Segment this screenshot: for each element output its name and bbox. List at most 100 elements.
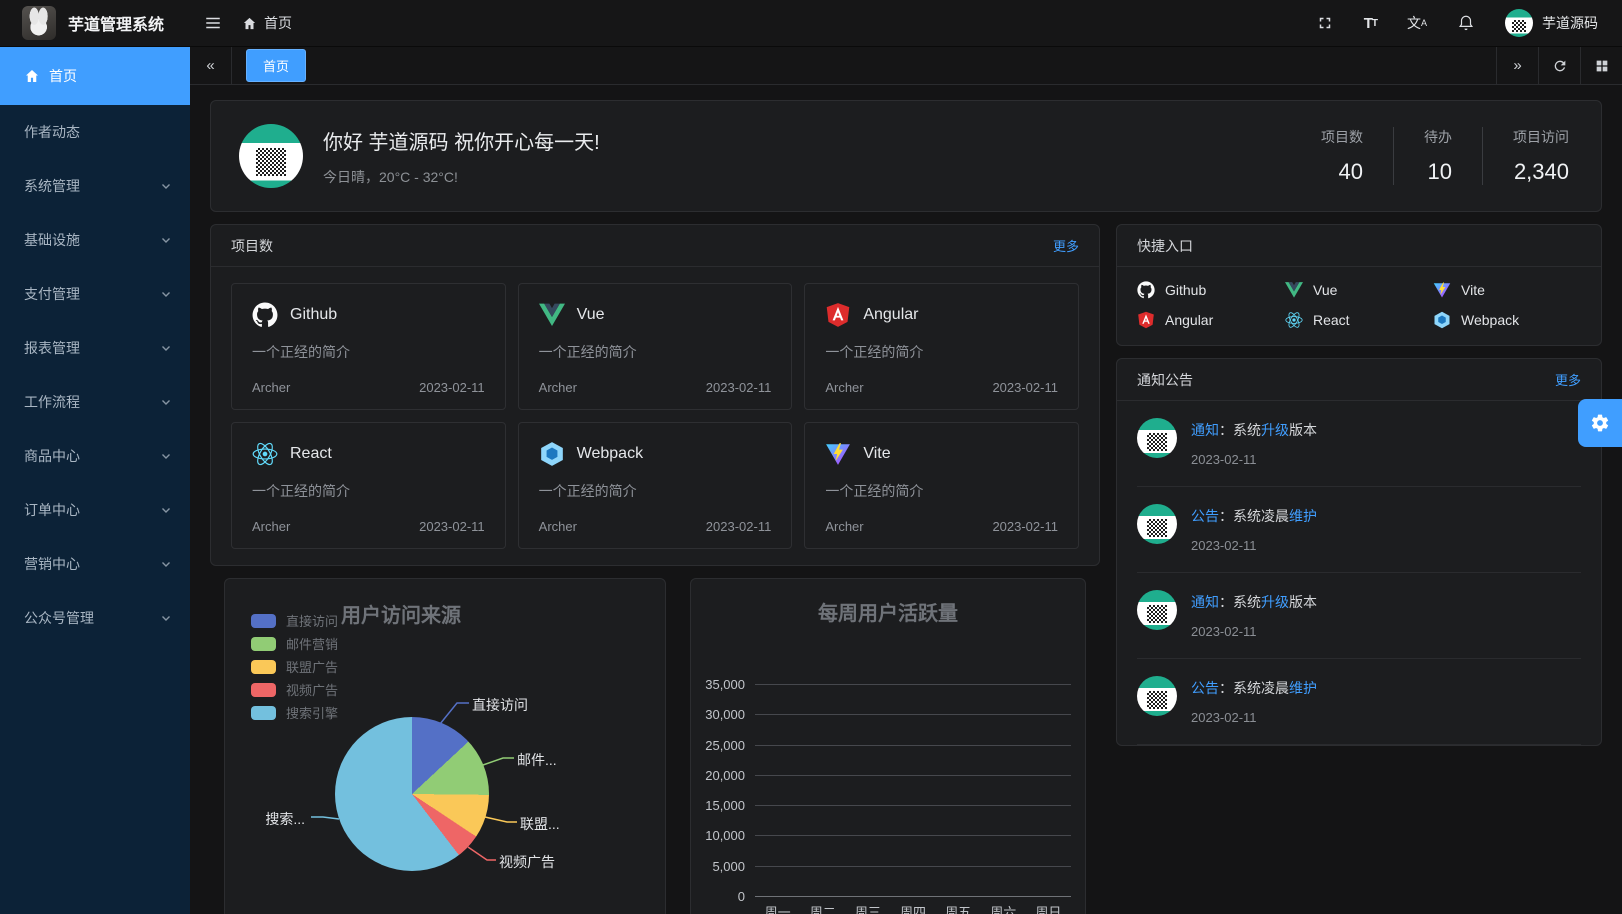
card-title: 通知公告: [1137, 371, 1193, 388]
notices-card-header: 通知公告 更多: [1117, 359, 1601, 401]
sidebar-item[interactable]: 支付管理: [0, 267, 190, 321]
gridline: [755, 835, 1071, 837]
projects-more-link[interactable]: 更多: [1052, 239, 1079, 254]
shortcut-item[interactable]: Vite: [1433, 281, 1581, 299]
project-card[interactable]: Angular 一个正经的简介 Archer 2023-02-11: [804, 283, 1079, 410]
stat-item: 待办 10: [1393, 127, 1482, 185]
sidebar-item-label: 工作流程: [24, 394, 80, 410]
project-name: React: [290, 445, 332, 462]
x-axis-label: 周二: [809, 905, 836, 914]
tabs-scroll-left-icon[interactable]: «: [190, 47, 232, 84]
pie-slice-label: 搜索...: [265, 811, 305, 827]
x-axis-label: 周一: [764, 905, 791, 914]
sidebar-item[interactable]: 系统管理: [0, 159, 190, 213]
legend-item[interactable]: 邮件营销: [251, 632, 338, 655]
react-icon: [252, 442, 278, 466]
breadcrumb[interactable]: 首页: [242, 13, 292, 33]
legend-swatch: [251, 682, 276, 697]
project-name: Vite: [863, 445, 891, 462]
sidebar-item[interactable]: 报表管理: [0, 321, 190, 375]
project-desc: 一个正经的简介: [252, 483, 350, 499]
notice-item[interactable]: 公告：系统凌晨维护 2023-02-11: [1137, 659, 1581, 745]
pie-slice-label: 直接访问: [472, 697, 528, 713]
legend-swatch: [251, 636, 276, 651]
notice-date: 2023-02-11: [1191, 624, 1257, 639]
projects-card-header: 项目数 更多: [211, 225, 1099, 267]
legend-item[interactable]: 联盟广告: [251, 655, 338, 678]
breadcrumb-label: 首页: [264, 15, 292, 31]
vue-icon: [538, 303, 565, 327]
shortcuts-card-header: 快捷入口: [1117, 225, 1601, 267]
notices-list: 通知：系统升级版本 2023-02-11 公告：系统凌晨维护 2023-02-11 通知…: [1117, 401, 1601, 745]
shortcut-label: Vite: [1461, 282, 1485, 298]
gridline: [755, 684, 1071, 685]
legend-item[interactable]: 搜索引擎: [251, 701, 338, 724]
sidebar-item-label: 基础设施: [24, 232, 80, 248]
settings-button[interactable]: [1578, 399, 1622, 447]
stat-item: 项目访问 2,340: [1482, 127, 1573, 185]
project-card[interactable]: Github 一个正经的简介 Archer 2023-02-11: [231, 283, 506, 410]
shortcut-label: React: [1313, 312, 1350, 328]
shortcut-item[interactable]: React: [1285, 311, 1433, 329]
project-author: Archer: [252, 380, 291, 395]
shortcuts-card: 快捷入口 Github Vue Vite Angular React Webpack: [1116, 224, 1602, 346]
user-menu[interactable]: 芋道源码: [1505, 9, 1598, 37]
github-icon: [252, 302, 278, 327]
x-axis-label: 周日: [1035, 905, 1062, 914]
bell-icon[interactable]: [1457, 14, 1475, 32]
sidebar-item-label: 报表管理: [24, 340, 80, 356]
notices-more-link[interactable]: 更多: [1554, 373, 1581, 388]
chevron-down-icon: [162, 400, 170, 405]
sidebar-item[interactable]: 营销中心: [0, 537, 190, 591]
sidebar-item[interactable]: 作者动态: [0, 105, 190, 159]
shortcut-label: Webpack: [1461, 312, 1520, 328]
content-columns: 项目数 更多 Github 一个正经的简介 Archer 2023-02-11 Vue 一…: [210, 224, 1602, 914]
project-card[interactable]: Vue 一个正经的简介 Archer 2023-02-11: [517, 283, 793, 410]
home-icon: [26, 70, 38, 82]
notice-item[interactable]: 通知：系统升级版本 2023-02-11: [1137, 401, 1581, 487]
sidebar-item[interactable]: 工作流程: [0, 375, 190, 429]
legend-item[interactable]: 直接访问: [251, 609, 338, 632]
shortcut-label: Vue: [1313, 282, 1338, 298]
x-axis-label: 周六: [990, 905, 1017, 914]
sidebar-item[interactable]: 公众号管理: [0, 591, 190, 645]
layout-grid-icon[interactable]: [1580, 47, 1622, 84]
sidebar-item[interactable]: 商品中心: [0, 429, 190, 483]
notice-item[interactable]: 通知：系统升级版本 2023-02-11: [1137, 573, 1581, 659]
tab-home[interactable]: 首页: [246, 49, 307, 82]
welcome-card: 你好 芋道源码 祝你开心每一天! 今日晴，20°C - 32°C! 项目数 40 待…: [210, 100, 1602, 212]
shortcut-item[interactable]: Angular: [1137, 311, 1285, 329]
chevron-down-icon: [162, 346, 170, 351]
y-axis-tick: 0: [737, 889, 745, 904]
card-title: 快捷入口: [1137, 237, 1193, 254]
stat-label: 项目访问: [1513, 129, 1569, 145]
legend-item[interactable]: 视频广告: [251, 678, 338, 701]
notice-date: 2023-02-11: [1191, 452, 1257, 467]
notice-item[interactable]: 公告：系统凌晨维护 2023-02-11: [1137, 487, 1581, 573]
sidebar-item[interactable]: 基础设施: [0, 213, 190, 267]
stat-label: 项目数: [1321, 129, 1363, 145]
shortcut-item[interactable]: Vue: [1285, 281, 1433, 299]
shortcut-item[interactable]: Github: [1137, 281, 1285, 299]
y-axis-tick: 20,000: [705, 767, 745, 783]
right-column: 快捷入口 Github Vue Vite Angular React Webpack 通知…: [1116, 224, 1602, 914]
legend-label: 邮件营销: [286, 637, 339, 652]
tabs-scroll-right-icon[interactable]: »: [1496, 47, 1538, 84]
fullscreen-icon[interactable]: [1316, 14, 1334, 32]
avatar: [1137, 504, 1177, 544]
menu-collapse-icon[interactable]: [204, 14, 222, 32]
project-card[interactable]: React 一个正经的简介 Archer 2023-02-11: [231, 422, 506, 549]
project-desc: 一个正经的简介: [252, 344, 350, 360]
refresh-icon[interactable]: [1538, 47, 1580, 84]
project-card[interactable]: Vite 一个正经的简介 Archer 2023-02-11: [804, 422, 1079, 549]
sidebar-item[interactable]: 首页: [0, 47, 190, 105]
legend-swatch: [251, 659, 276, 674]
projects-card: 项目数 更多 Github 一个正经的简介 Archer 2023-02-11 Vue 一…: [210, 224, 1100, 566]
project-card[interactable]: Webpack 一个正经的简介 Archer 2023-02-11: [517, 422, 793, 549]
sidebar-item[interactable]: 订单中心: [0, 483, 190, 537]
project-name: Angular: [863, 306, 919, 323]
shortcut-item[interactable]: Webpack: [1433, 311, 1581, 329]
project-date: 2023-02-11: [705, 380, 772, 395]
